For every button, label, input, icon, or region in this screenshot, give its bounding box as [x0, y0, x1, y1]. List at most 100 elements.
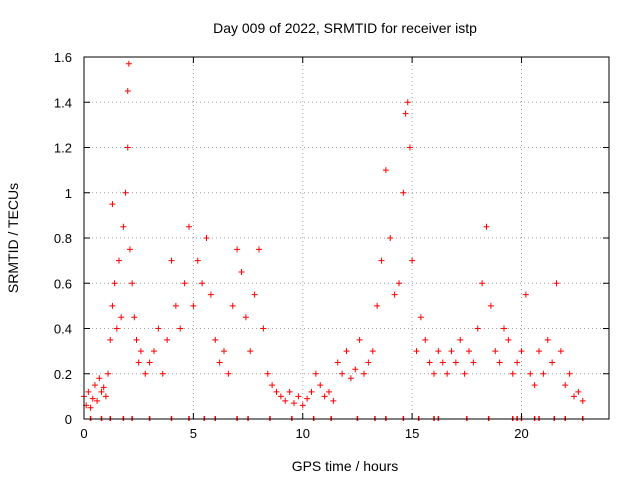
data-point [91, 382, 98, 389]
data-point [102, 393, 109, 400]
data-point [85, 388, 92, 395]
data-point [120, 223, 127, 230]
y-tick-label: 0.6 [54, 276, 72, 291]
data-point [124, 87, 131, 94]
data-point [531, 382, 538, 389]
data-point [172, 302, 179, 309]
data-point [501, 325, 507, 332]
data-point [164, 336, 171, 343]
data-point [216, 359, 223, 366]
data-point [277, 393, 284, 400]
data-point [286, 388, 293, 395]
data-point [509, 370, 516, 377]
data-point [129, 280, 136, 287]
data-point [229, 302, 236, 309]
grid [84, 57, 609, 419]
data-point [312, 370, 319, 377]
data-point [339, 370, 346, 377]
data-point [518, 348, 525, 355]
y-tick-label: 0.4 [54, 322, 72, 337]
data-point [264, 370, 271, 377]
y-axis-title: SRMTID / TECUs [5, 183, 21, 293]
data-point [505, 336, 512, 343]
x-tick-label: 5 [190, 426, 197, 441]
data-point [105, 370, 112, 377]
data-point [417, 314, 424, 321]
data-point [118, 314, 125, 321]
data-point [168, 257, 175, 264]
data-point [256, 246, 262, 253]
data-point [435, 348, 442, 355]
data-point [391, 291, 398, 298]
data-point [396, 280, 402, 287]
data-point [282, 397, 289, 404]
data-point [126, 246, 133, 253]
data-point [124, 144, 131, 151]
data-point [122, 189, 129, 196]
data-point [326, 388, 332, 395]
data-point [109, 302, 116, 309]
data-point [100, 384, 107, 391]
data-point [89, 395, 96, 402]
data-point [536, 348, 542, 355]
data-point [404, 99, 411, 106]
y-tick-label: 1.6 [54, 50, 72, 65]
data-point [483, 223, 490, 230]
baseline-markers [89, 416, 584, 421]
data-point [356, 336, 363, 343]
data-point [207, 291, 214, 298]
chart-title: Day 009 of 2022, SRMTID for receiver ist… [213, 20, 477, 36]
data-point [422, 336, 429, 343]
data-point [98, 388, 105, 395]
data-point [409, 257, 416, 264]
data-point [382, 167, 389, 174]
y-tick-label: 0.8 [54, 231, 72, 246]
data-point [365, 359, 372, 366]
data-point [474, 325, 481, 332]
data-point [304, 395, 311, 402]
data-point [155, 325, 162, 332]
data-point [295, 393, 302, 400]
data-point [94, 397, 101, 404]
data-point [330, 397, 337, 404]
data-point [181, 280, 188, 287]
data-point [400, 189, 407, 196]
data-point [199, 280, 206, 287]
data-point [308, 388, 315, 395]
data-point [406, 144, 413, 151]
data-point [135, 359, 142, 366]
data-point [527, 370, 534, 377]
data-point [212, 336, 219, 343]
data-point [299, 402, 306, 409]
data-point [190, 302, 197, 309]
data-point [452, 359, 459, 366]
data-point [387, 235, 394, 241]
data-point [221, 348, 227, 355]
y-tick-label: 1.2 [54, 141, 72, 156]
data-point [361, 370, 367, 377]
data-point [479, 280, 486, 287]
data-point [575, 388, 582, 395]
y-tick-label: 0 [65, 412, 72, 427]
data-point [109, 201, 116, 208]
data-point [470, 359, 477, 366]
data-point [159, 370, 166, 377]
data-point [87, 404, 94, 411]
data-point [194, 257, 201, 264]
data-point [273, 388, 280, 395]
data-point [457, 336, 464, 343]
data-point [448, 348, 455, 355]
data-point [125, 60, 132, 67]
data-point [352, 366, 359, 373]
data-point [343, 348, 350, 355]
y-tick-label: 1 [65, 186, 72, 201]
data-point [571, 393, 577, 400]
data-point [291, 400, 297, 407]
data-point [514, 359, 521, 366]
data-point [540, 370, 547, 377]
data-point [225, 370, 232, 377]
y-tick-label: 1.4 [54, 95, 72, 110]
data-point [242, 314, 249, 321]
data-point [439, 359, 446, 366]
data-point [238, 268, 245, 275]
